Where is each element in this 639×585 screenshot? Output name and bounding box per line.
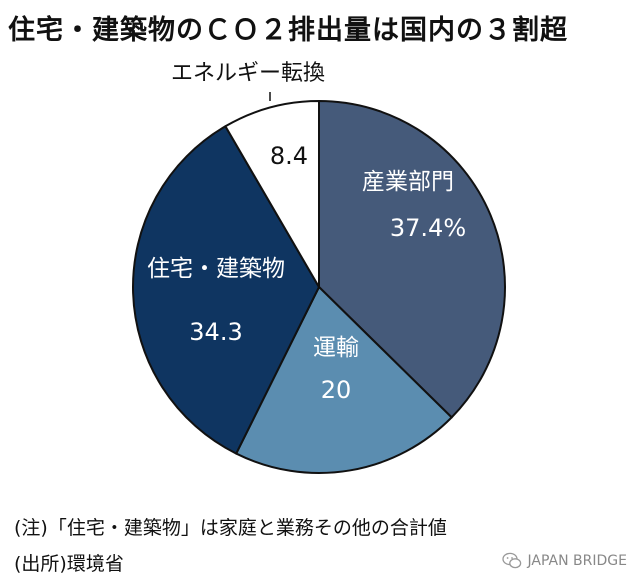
slice-value-label: 8.4 bbox=[270, 142, 308, 170]
pie-slice bbox=[235, 286, 453, 474]
slice-category-label: エネルギー転換 bbox=[171, 61, 325, 86]
watermark-text: JAPAN BRIDGE bbox=[527, 553, 627, 569]
slice-value-label: 37.4% bbox=[390, 214, 466, 242]
footnote-source: (出所)環境省 bbox=[14, 553, 124, 575]
watermark: JAPAN BRIDGE bbox=[501, 551, 627, 571]
pie-slice bbox=[224, 100, 320, 288]
chart-title: 住宅・建築物のＣＯ２排出量は国内の３割超 bbox=[8, 15, 568, 46]
pie-slice bbox=[318, 100, 506, 419]
slice-category-label: 住宅・建築物 bbox=[147, 256, 285, 282]
slice-category-label: 運輸 bbox=[313, 335, 359, 361]
slice-value-label: 34.3 bbox=[189, 318, 242, 346]
slice-category-label: 産業部門 bbox=[362, 169, 454, 195]
wechat-icon bbox=[501, 552, 521, 569]
pie-chart: 産業部門 37.4% 運輸 20 住宅・建築物 34.3 エネルギー転換 8.4 bbox=[132, 61, 506, 474]
slice-value-label: 20 bbox=[321, 376, 352, 404]
footnote-note: (注)「住宅・建築物」は家庭と業務その他の合計値 bbox=[14, 517, 447, 539]
